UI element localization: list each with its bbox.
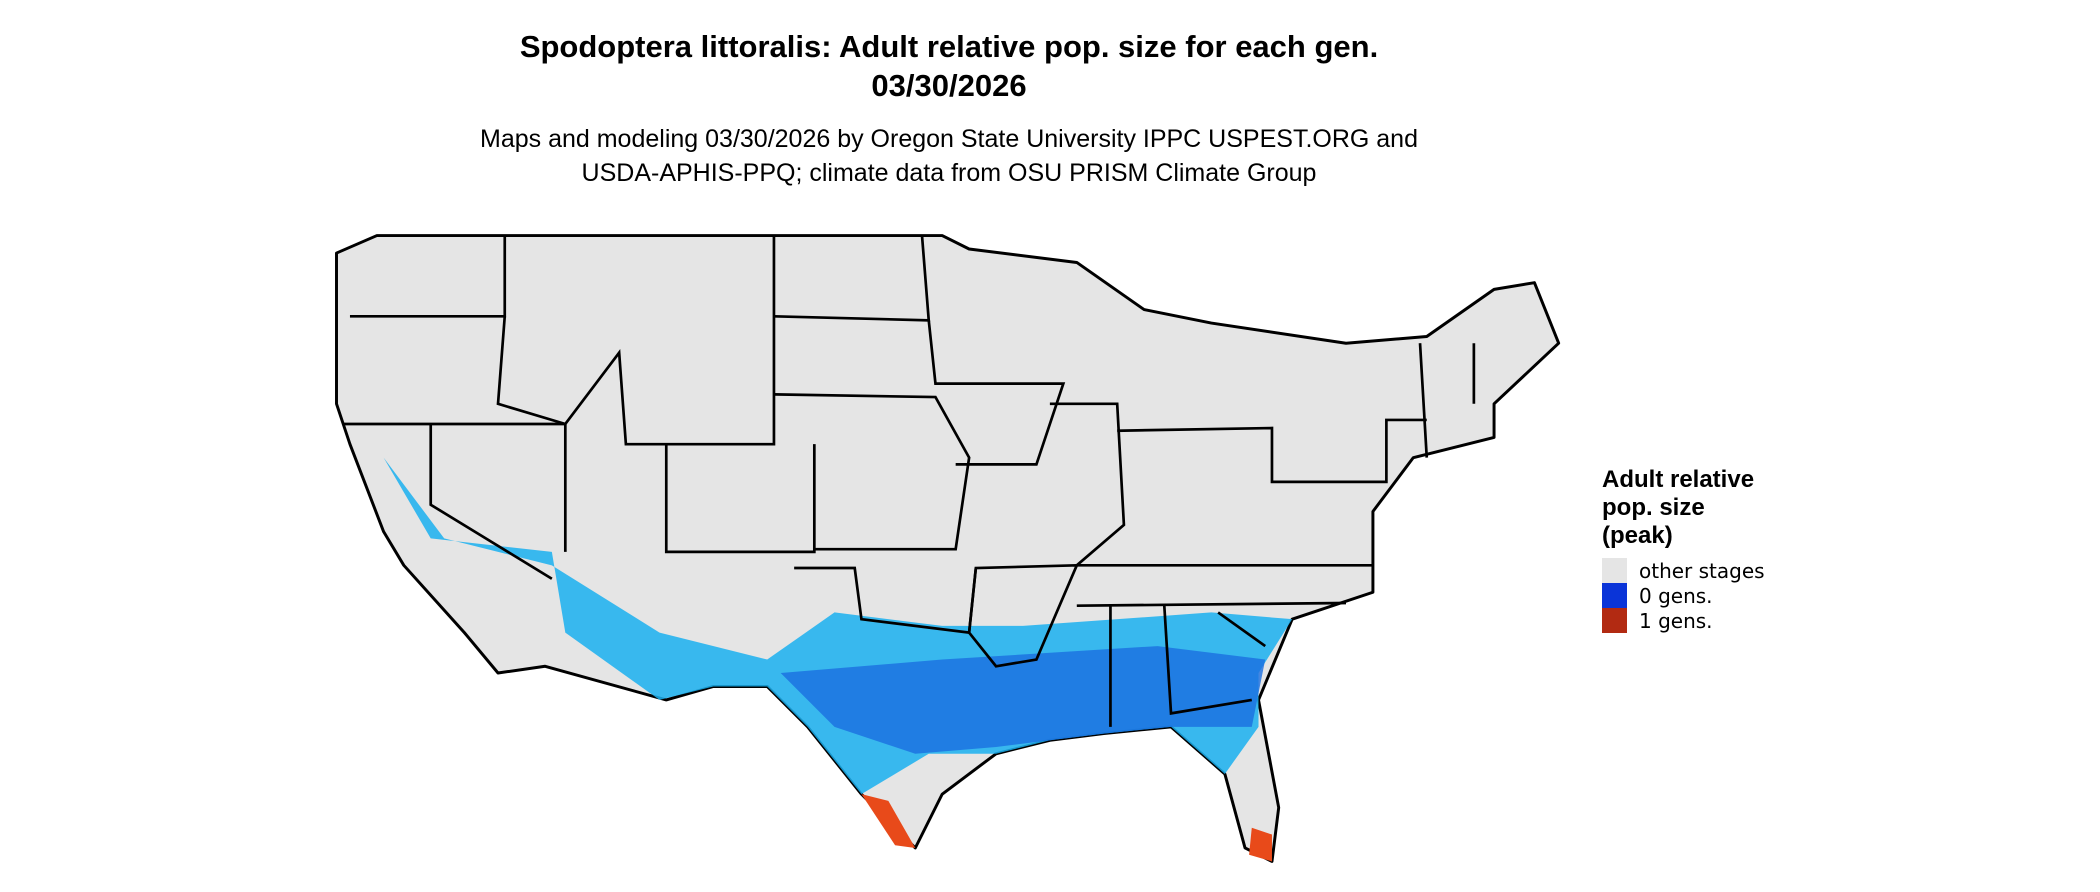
legend-label: 1 gens. <box>1639 608 1713 633</box>
legend-swatch <box>1602 558 1627 583</box>
legend-label: 0 gens. <box>1639 583 1713 608</box>
legend-title: Adult relative pop. size (peak) <box>1602 466 1755 549</box>
map-title: Spodoptera littoralis: Adult relative po… <box>520 29 1378 64</box>
state-borders <box>343 235 1476 727</box>
distribution <box>383 457 1293 862</box>
legend-label: other stages <box>1639 558 1765 583</box>
legend-swatch <box>1602 608 1627 633</box>
legend-item: 0 gens. <box>1602 583 1822 608</box>
map-date: 03/30/2026 <box>871 68 1026 103</box>
us-map <box>335 234 1561 863</box>
legend-items: other stages 0 gens. 1 gens. <box>1602 558 1822 633</box>
legend-item: 1 gens. <box>1602 608 1822 633</box>
legend-item: other stages <box>1602 558 1822 583</box>
legend: Adult relative pop. size (peak) other st… <box>1602 466 1822 633</box>
legend-swatch <box>1602 583 1627 608</box>
subtitle-line: USDA-APHIS-PPQ; climate data from OSU PR… <box>582 159 1317 187</box>
subtitle-line: Maps and modeling 03/30/2026 by Oregon S… <box>480 125 1418 153</box>
